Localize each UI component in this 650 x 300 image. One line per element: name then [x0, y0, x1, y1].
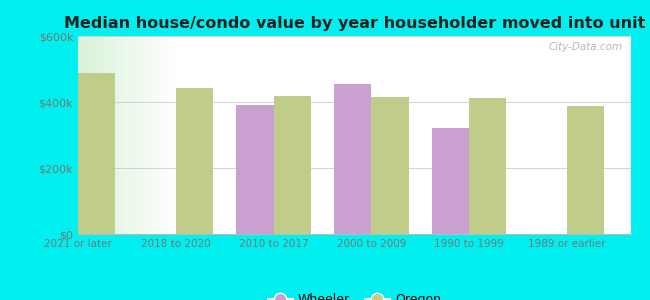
Title: Median house/condo value by year householder moved into unit: Median house/condo value by year househo…: [64, 16, 645, 31]
Bar: [78, 73, 115, 234]
Bar: [432, 128, 469, 234]
Bar: [371, 97, 409, 234]
Legend: Wheeler, Oregon: Wheeler, Oregon: [263, 288, 446, 300]
Text: City-Data.com: City-Data.com: [548, 42, 622, 52]
Bar: [567, 106, 604, 234]
Bar: [334, 84, 371, 234]
Bar: [176, 88, 213, 234]
Bar: [237, 105, 274, 234]
Bar: [469, 98, 506, 234]
Bar: [274, 96, 311, 234]
